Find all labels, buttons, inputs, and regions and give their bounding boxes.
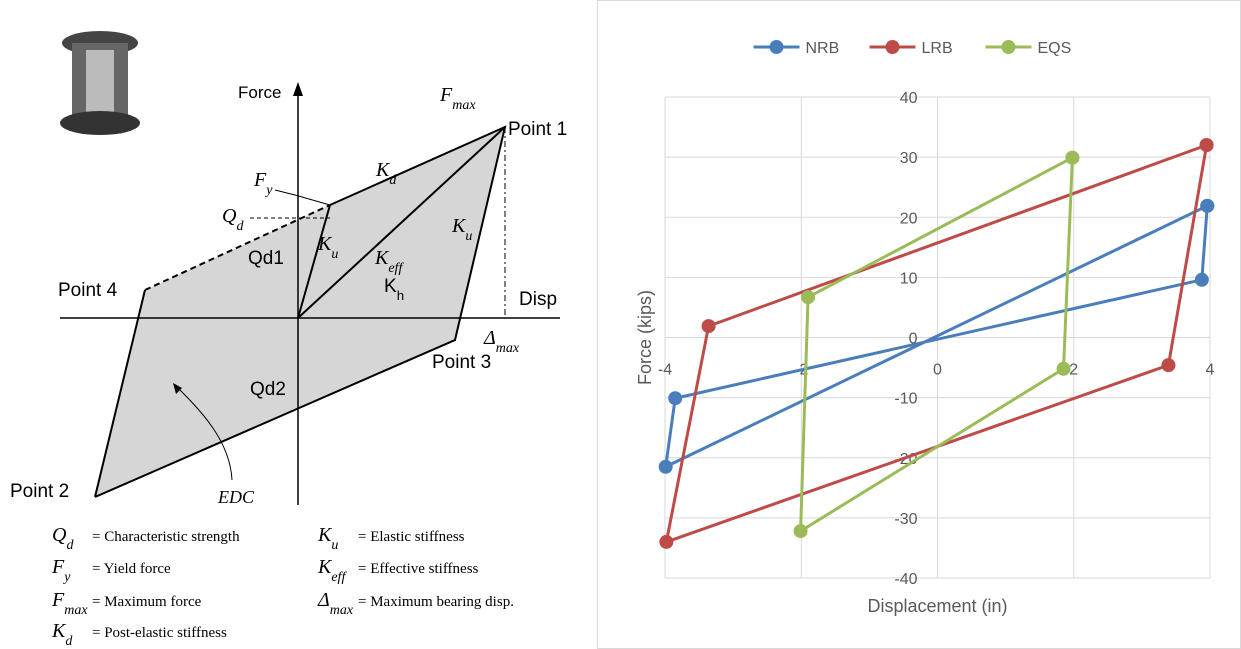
point-label: Point 2 <box>10 481 69 502</box>
definition-symbol: Kd <box>51 620 73 649</box>
data-point <box>801 290 815 304</box>
symbol-label: Fmax <box>439 84 476 113</box>
data-point <box>1195 273 1209 287</box>
definition-text: = Post-elastic stiffness <box>92 625 227 641</box>
symbol-sub: max <box>452 98 476 113</box>
definition-symbol: Fmax <box>51 589 88 618</box>
data-point <box>659 535 673 549</box>
bearing-icon <box>86 50 114 118</box>
diagram: Force Disp Point 1 Point 2 Point 3 Point… <box>10 31 567 649</box>
symbol-base: Q <box>222 205 237 227</box>
symbol-sub: eff <box>331 570 347 585</box>
data-point <box>1200 199 1214 213</box>
legend-label: LRB <box>922 40 953 57</box>
axis-label: Force <box>238 83 281 102</box>
x-tick-label: -4 <box>658 362 672 379</box>
qd-label: Qd1 <box>248 248 284 269</box>
symbol-base: K <box>384 276 397 297</box>
data-point <box>794 524 808 538</box>
symbol-sub: max <box>330 603 354 618</box>
series-line <box>801 158 1073 531</box>
symbol-sub: d <box>65 634 73 649</box>
symbol-sub: u <box>331 247 338 262</box>
y-tick-label: -10 <box>894 391 917 408</box>
symbol-base: F <box>51 589 65 611</box>
x-tick-label: 2 <box>1069 362 1078 379</box>
y-axis-title: Force (kips) <box>635 290 655 385</box>
definition-text: = Maximum bearing disp. <box>358 594 514 610</box>
x-axis-title: Displacement (in) <box>867 596 1007 616</box>
qd-label: Qd2 <box>250 379 286 400</box>
y-tick-label: 20 <box>900 210 918 227</box>
y-tick-label: -40 <box>894 571 917 588</box>
symbol-sub: u <box>331 538 338 553</box>
series-line <box>666 206 1208 467</box>
data-point <box>702 319 716 333</box>
point-label: Point 4 <box>58 280 118 301</box>
symbol-sub: y <box>62 570 71 585</box>
symbol-base: Q <box>52 524 67 546</box>
symbol-base: F <box>253 169 267 191</box>
symbol-base: Δ <box>483 327 496 349</box>
edc-label: EDC <box>217 487 255 507</box>
definition-text: = Characteristic strength <box>92 529 240 545</box>
definition-text: = Elastic stiffness <box>358 529 465 545</box>
symbol-sub: max <box>496 341 520 356</box>
symbol-sub: h <box>397 288 404 303</box>
axis-label: Disp <box>519 289 557 310</box>
symbol-sub: d <box>389 173 397 188</box>
bearing-icon <box>60 111 140 135</box>
fy-leader <box>275 190 330 205</box>
y-tick-label: -30 <box>894 511 917 528</box>
y-tick-label: 40 <box>900 90 918 107</box>
definitions: Qd = Characteristic strength Fy = Yield for… <box>51 524 514 649</box>
data-point <box>1200 138 1214 152</box>
x-tick-label: 0 <box>933 362 942 379</box>
symbol-base: Δ <box>317 589 330 611</box>
symbol-sub: u <box>465 229 472 244</box>
legend-marker <box>886 40 900 54</box>
symbol-base: F <box>439 84 453 106</box>
x-tick-label: 4 <box>1206 362 1215 379</box>
y-tick-label: 10 <box>900 270 918 287</box>
chart: -40-30-20-10010203040-4-2024Displacement… <box>635 40 1215 616</box>
definition-text: = Yield force <box>92 561 171 577</box>
definition-symbol: Keff <box>317 556 347 585</box>
symbol-label: Fy <box>253 169 273 198</box>
legend-label: NRB <box>806 40 840 57</box>
symbol-base: F <box>51 556 65 578</box>
symbol-sub: d <box>236 219 244 234</box>
data-point <box>668 391 682 405</box>
data-point <box>659 460 673 474</box>
definition-symbol: Qd <box>52 524 74 553</box>
legend-label: EQS <box>1038 40 1072 57</box>
symbol-sub: d <box>66 538 74 553</box>
symbol-sub: y <box>264 183 273 198</box>
symbol-label: Qd <box>222 205 244 234</box>
data-point <box>1057 362 1071 376</box>
figure: Force Disp Point 1 Point 2 Point 3 Point… <box>0 0 1241 649</box>
definition-symbol: Fy <box>51 556 71 585</box>
data-point <box>1065 151 1079 165</box>
definition-text: = Maximum force <box>92 594 202 610</box>
series-line <box>666 145 1206 542</box>
axis-arrow <box>293 82 303 96</box>
point-label: Point 3 <box>432 352 491 373</box>
symbol-sub: eff <box>388 261 404 276</box>
symbol-sub: max <box>64 603 88 618</box>
data-point <box>1161 358 1175 372</box>
chart-frame <box>598 1 1241 649</box>
definition-symbol: Δmax <box>317 589 354 618</box>
page: Force Disp Point 1 Point 2 Point 3 Point… <box>0 0 1241 649</box>
legend-marker <box>1002 40 1016 54</box>
point-label: Point 1 <box>508 119 567 140</box>
legend-marker <box>770 40 784 54</box>
y-tick-label: 30 <box>900 150 918 167</box>
definition-text: = Effective stiffness <box>358 561 479 577</box>
definition-symbol: Ku <box>317 524 338 553</box>
